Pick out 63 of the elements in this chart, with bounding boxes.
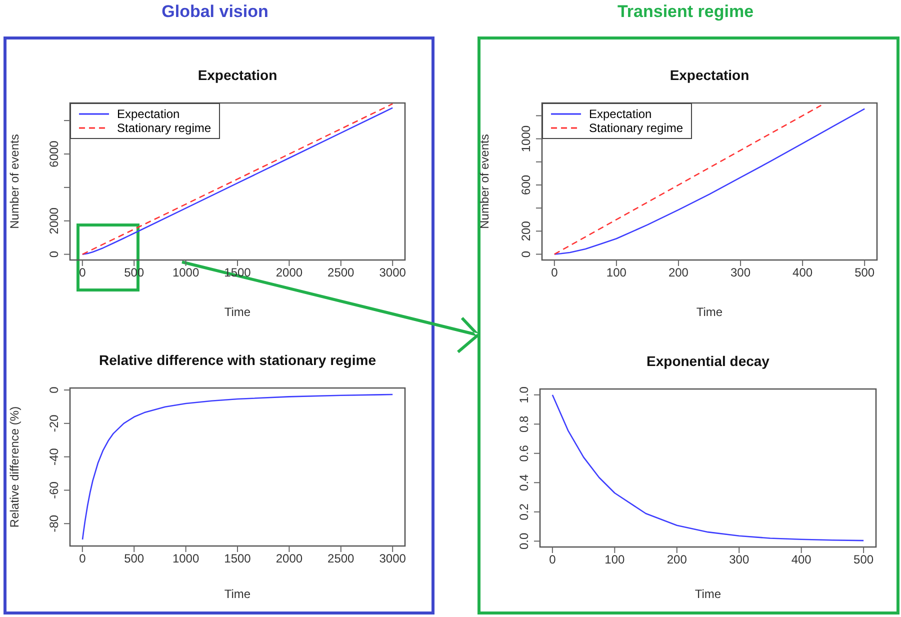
y-tick-label: 0.8 — [517, 415, 531, 432]
legend-label: Expectation — [117, 107, 180, 121]
x-tick-label: 0 — [79, 266, 86, 280]
x-tick-label: 0 — [551, 266, 558, 280]
x-tick-label: 300 — [730, 266, 751, 280]
x-tick-label: 2500 — [328, 552, 355, 566]
x-tick-label: 0 — [549, 552, 556, 567]
x-tick-label: 100 — [606, 266, 627, 280]
legend-label: Stationary regime — [589, 121, 684, 135]
y-tick-label: 1000 — [519, 125, 533, 152]
y-tick-label: 0.0 — [517, 532, 531, 550]
chart-title: Expectation — [668, 67, 750, 83]
y-tick-label: 0.2 — [517, 503, 531, 520]
x-axis-title: Time — [694, 587, 722, 601]
y-tick-label: 600 — [519, 174, 533, 195]
line-series — [82, 394, 394, 540]
x-tick-label: 400 — [791, 552, 812, 567]
y-axis-title: Number of events — [477, 134, 492, 229]
y-tick-label: -80 — [47, 514, 61, 532]
y-tick-label: -20 — [47, 414, 61, 432]
x-tick-label: 100 — [604, 552, 625, 567]
line-series — [554, 108, 866, 255]
x-tick-label: 1000 — [172, 266, 200, 280]
x-tick-label: 3000 — [379, 552, 406, 566]
y-tick-label: 0 — [519, 250, 533, 258]
x-axis-title: Time — [696, 305, 723, 319]
y-tick-label: 6000 — [47, 140, 61, 168]
x-axis-title: Time — [224, 587, 251, 601]
x-tick-label: 200 — [666, 552, 688, 567]
x-tick-label: 300 — [729, 552, 750, 567]
x-tick-label: 500 — [124, 552, 144, 566]
y-tick-label: 200 — [519, 220, 533, 242]
line-series — [554, 104, 822, 255]
y-tick-label: 0 — [47, 386, 61, 394]
x-axis-title: Time — [224, 305, 251, 319]
legend-label: Stationary regime — [117, 121, 212, 135]
x-tick-label: 0 — [79, 552, 86, 566]
y-tick-label: 0.4 — [517, 474, 531, 491]
y-axis-title: Number of events — [7, 134, 22, 229]
chart-title: Relative difference with stationary regime — [98, 352, 377, 368]
x-tick-label: 1500 — [224, 552, 252, 566]
chart-title: Exponential decay — [646, 353, 770, 369]
text: Global vision — [160, 2, 270, 22]
chart-title: Expectation — [196, 67, 278, 83]
x-tick-label: 2000 — [276, 552, 303, 566]
x-tick-label: 2000 — [276, 266, 303, 280]
x-tick-label: 200 — [668, 266, 689, 280]
y-tick-label: -40 — [47, 448, 61, 466]
y-tick-label: 2000 — [47, 207, 61, 234]
y-tick-label: 0.6 — [517, 444, 531, 462]
text: Transient regime — [616, 2, 755, 22]
y-tick-label: 0 — [47, 250, 61, 258]
legend-label: Expectation — [589, 107, 652, 121]
x-tick-label: 1000 — [172, 552, 200, 566]
x-tick-label: 500 — [854, 266, 875, 280]
line-series — [552, 394, 864, 542]
y-tick-label: -60 — [47, 481, 61, 499]
x-tick-label: 400 — [792, 266, 813, 280]
x-tick-label: 3000 — [379, 266, 406, 280]
x-tick-label: 500 — [854, 552, 874, 567]
x-tick-label: 2500 — [328, 266, 355, 280]
y-tick-label: 1.0 — [517, 386, 531, 404]
y-axis-title: Relative difference (%) — [7, 406, 22, 528]
